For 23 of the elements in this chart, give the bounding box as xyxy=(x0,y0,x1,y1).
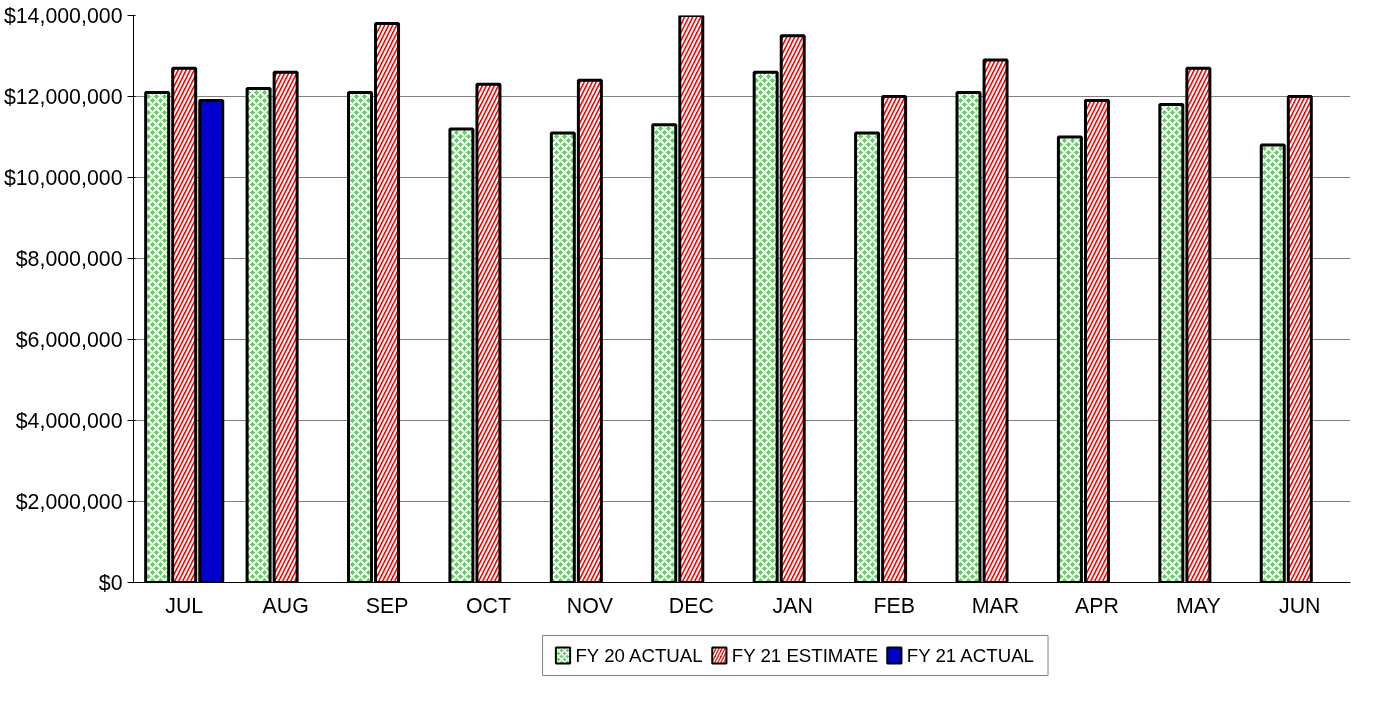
y-tick-label: $4,000,000 xyxy=(15,408,123,433)
y-tick-label: $8,000,000 xyxy=(15,246,123,271)
y-tick-label: $0 xyxy=(98,570,123,595)
x-tick-label: OCT xyxy=(465,593,511,618)
x-tick-label: AUG xyxy=(262,593,309,618)
x-tick-label: JAN xyxy=(772,593,813,618)
y-tick-label: $6,000,000 xyxy=(15,327,123,352)
x-tick-label: MAR xyxy=(971,593,1020,618)
x-tick-label: NOV xyxy=(566,593,614,618)
x-tick-label: MAY xyxy=(1176,593,1221,618)
y-tick-label: $14,000,000 xyxy=(3,3,123,28)
legend-label: FY 20 ACTUAL xyxy=(575,645,703,666)
y-tick-label: $12,000,000 xyxy=(3,84,123,109)
x-tick-label: DEC xyxy=(668,593,714,618)
legend-label: FY 21 ESTIMATE xyxy=(731,645,879,666)
y-tick-label: $2,000,000 xyxy=(15,489,123,514)
legend-label: FY 21 ACTUAL xyxy=(906,645,1034,666)
y-tick-label: $10,000,000 xyxy=(3,165,123,190)
x-tick-label: JUN xyxy=(1279,593,1321,618)
x-tick-label: APR xyxy=(1075,593,1119,618)
x-tick-label: JUL xyxy=(165,593,204,618)
x-tick-label: SEP xyxy=(365,593,409,618)
x-tick-label: FEB xyxy=(873,593,915,618)
